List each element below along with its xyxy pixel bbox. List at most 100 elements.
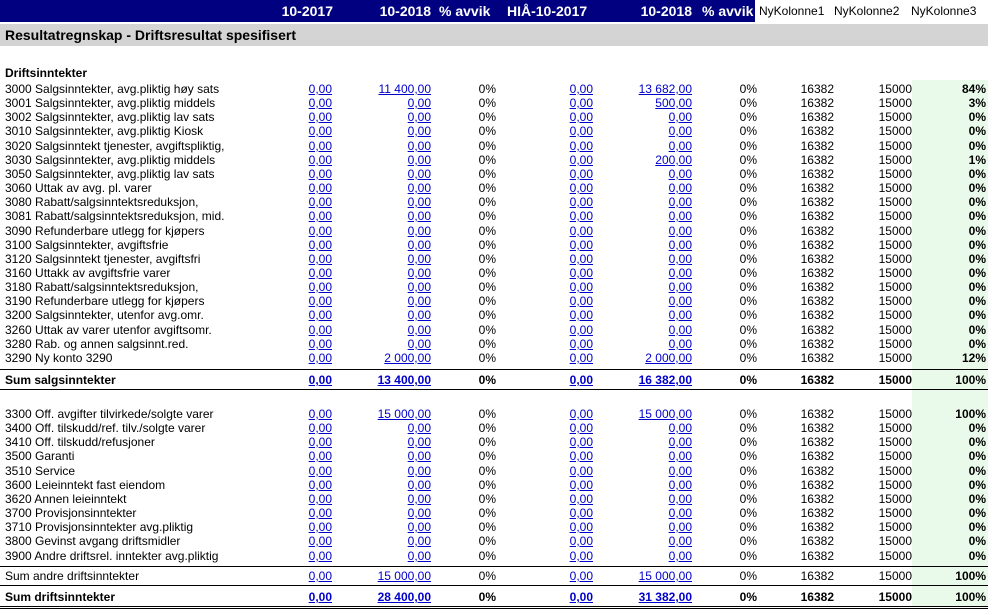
cell-v2[interactable]: 13 400,00 xyxy=(377,373,431,387)
cell-v4[interactable]: 0,00 xyxy=(569,449,593,463)
cell-v4[interactable]: 0,00 xyxy=(569,351,593,365)
cell-v1[interactable]: 0,00 xyxy=(308,464,332,478)
cell-v2[interactable]: 0,00 xyxy=(407,421,431,435)
cell-v4[interactable]: 0,00 xyxy=(569,506,593,520)
cell-v5[interactable]: 0,00 xyxy=(668,506,692,520)
cell-v1[interactable]: 0,00 xyxy=(308,590,332,604)
cell-v5[interactable]: 0,00 xyxy=(668,209,692,223)
cell-v5[interactable]: 0,00 xyxy=(668,238,692,252)
cell-v1[interactable]: 0,00 xyxy=(308,96,332,110)
cell-v2[interactable]: 0,00 xyxy=(407,323,431,337)
cell-v4[interactable]: 0,00 xyxy=(569,323,593,337)
cell-v5[interactable]: 0,00 xyxy=(668,195,692,209)
cell-v5[interactable]: 0,00 xyxy=(668,492,692,506)
cell-v1[interactable]: 0,00 xyxy=(308,492,332,506)
cell-v5[interactable]: 0,00 xyxy=(668,110,692,124)
cell-v1[interactable]: 0,00 xyxy=(308,209,332,223)
cell-v5[interactable]: 0,00 xyxy=(668,252,692,266)
cell-v2[interactable]: 0,00 xyxy=(407,209,431,223)
cell-v5[interactable]: 15 000,00 xyxy=(638,407,692,421)
cell-v1[interactable]: 0,00 xyxy=(308,167,332,181)
cell-v5[interactable]: 0,00 xyxy=(668,478,692,492)
cell-v4[interactable]: 0,00 xyxy=(569,266,593,280)
cell-v1[interactable]: 0,00 xyxy=(308,110,332,124)
cell-v5[interactable]: 0,00 xyxy=(668,280,692,294)
cell-v1[interactable]: 0,00 xyxy=(308,520,332,534)
cell-v2[interactable]: 0,00 xyxy=(407,534,431,548)
cell-v1[interactable]: 0,00 xyxy=(308,323,332,337)
cell-v2[interactable]: 0,00 xyxy=(407,96,431,110)
cell-v1[interactable]: 0,00 xyxy=(308,252,332,266)
cell-v2[interactable]: 0,00 xyxy=(407,167,431,181)
cell-v4[interactable]: 0,00 xyxy=(569,139,593,153)
cell-v4[interactable]: 0,00 xyxy=(569,534,593,548)
cell-v5[interactable]: 0,00 xyxy=(668,520,692,534)
cell-v4[interactable]: 0,00 xyxy=(569,153,593,167)
cell-v1[interactable]: 0,00 xyxy=(308,266,332,280)
cell-v2[interactable]: 15 000,00 xyxy=(377,569,431,583)
cell-v4[interactable]: 0,00 xyxy=(569,110,593,124)
cell-v4[interactable]: 0,00 xyxy=(569,252,593,266)
cell-v2[interactable]: 0,00 xyxy=(407,110,431,124)
cell-v1[interactable]: 0,00 xyxy=(308,308,332,322)
cell-v1[interactable]: 0,00 xyxy=(308,506,332,520)
cell-v4[interactable]: 0,00 xyxy=(569,181,593,195)
cell-v5[interactable]: 15 000,00 xyxy=(638,569,692,583)
cell-v5[interactable]: 0,00 xyxy=(668,266,692,280)
cell-v2[interactable]: 0,00 xyxy=(407,308,431,322)
cell-v4[interactable]: 0,00 xyxy=(569,549,593,563)
cell-v2[interactable]: 0,00 xyxy=(407,506,431,520)
header-col-hia-10-2017[interactable]: HIÅ-10-2017 xyxy=(507,3,588,19)
cell-v1[interactable]: 0,00 xyxy=(308,224,332,238)
cell-v2[interactable]: 0,00 xyxy=(407,238,431,252)
cell-v5[interactable]: 2 000,00 xyxy=(645,351,692,365)
cell-v2[interactable]: 0,00 xyxy=(407,294,431,308)
cell-v2[interactable]: 0,00 xyxy=(407,520,431,534)
cell-v4[interactable]: 0,00 xyxy=(569,224,593,238)
cell-v1[interactable]: 0,00 xyxy=(308,139,332,153)
header-col-10-2017[interactable]: 10-2017 xyxy=(281,3,333,19)
cell-v4[interactable]: 0,00 xyxy=(569,209,593,223)
cell-v5[interactable]: 0,00 xyxy=(668,181,692,195)
cell-v4[interactable]: 0,00 xyxy=(569,407,593,421)
cell-v2[interactable]: 0,00 xyxy=(407,153,431,167)
header-col-avvik[interactable]: % avvik xyxy=(439,3,491,19)
cell-v4[interactable]: 0,00 xyxy=(569,82,593,96)
cell-v4[interactable]: 0,00 xyxy=(569,195,593,209)
cell-v2[interactable]: 0,00 xyxy=(407,139,431,153)
cell-v2[interactable]: 0,00 xyxy=(407,195,431,209)
cell-v5[interactable]: 16 382,00 xyxy=(638,373,692,387)
cell-v4[interactable]: 0,00 xyxy=(569,308,593,322)
cell-v5[interactable]: 0,00 xyxy=(668,534,692,548)
cell-v1[interactable]: 0,00 xyxy=(308,373,332,387)
cell-v2[interactable]: 0,00 xyxy=(407,549,431,563)
cell-v5[interactable]: 0,00 xyxy=(668,167,692,181)
cell-v5[interactable]: 0,00 xyxy=(668,139,692,153)
cell-v2[interactable]: 28 400,00 xyxy=(377,590,431,604)
cell-v2[interactable]: 0,00 xyxy=(407,280,431,294)
cell-v1[interactable]: 0,00 xyxy=(308,407,332,421)
cell-v1[interactable]: 0,00 xyxy=(308,195,332,209)
cell-v5[interactable]: 0,00 xyxy=(668,224,692,238)
cell-v5[interactable]: 200,00 xyxy=(655,153,692,167)
cell-v2[interactable]: 0,00 xyxy=(407,492,431,506)
cell-v1[interactable]: 0,00 xyxy=(308,549,332,563)
cell-v4[interactable]: 0,00 xyxy=(569,96,593,110)
cell-v2[interactable]: 0,00 xyxy=(407,337,431,351)
cell-v5[interactable]: 0,00 xyxy=(668,435,692,449)
cell-v1[interactable]: 0,00 xyxy=(308,280,332,294)
cell-v4[interactable]: 0,00 xyxy=(569,464,593,478)
cell-v4[interactable]: 0,00 xyxy=(569,294,593,308)
cell-v1[interactable]: 0,00 xyxy=(308,449,332,463)
cell-v1[interactable]: 0,00 xyxy=(308,351,332,365)
cell-v5[interactable]: 0,00 xyxy=(668,549,692,563)
cell-v2[interactable]: 0,00 xyxy=(407,435,431,449)
cell-v4[interactable]: 0,00 xyxy=(569,520,593,534)
cell-v4[interactable]: 0,00 xyxy=(569,569,593,583)
cell-v1[interactable]: 0,00 xyxy=(308,294,332,308)
cell-v4[interactable]: 0,00 xyxy=(569,478,593,492)
cell-v2[interactable]: 0,00 xyxy=(407,449,431,463)
cell-v2[interactable]: 0,00 xyxy=(407,252,431,266)
cell-v1[interactable]: 0,00 xyxy=(308,337,332,351)
cell-v2[interactable]: 0,00 xyxy=(407,181,431,195)
